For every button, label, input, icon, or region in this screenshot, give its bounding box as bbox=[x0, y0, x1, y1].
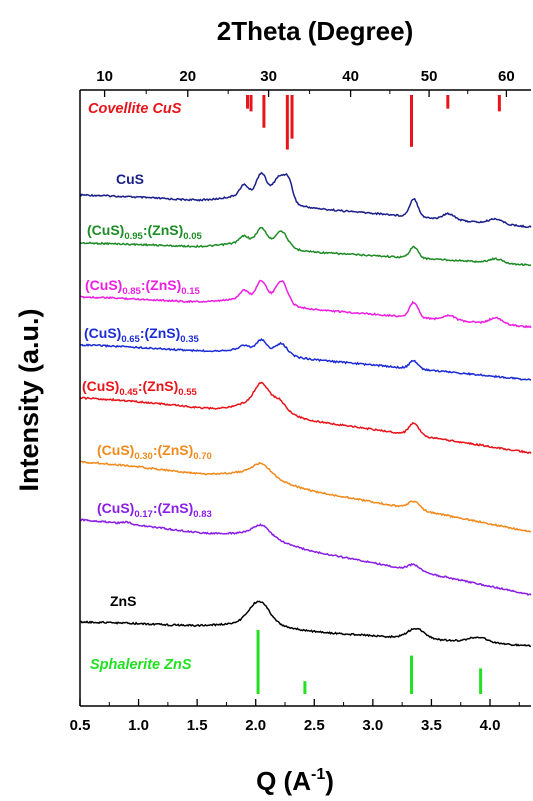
top-axis-title: 2Theta (Degree) bbox=[217, 16, 414, 46]
reference-sphalerite: Sphalerite ZnS bbox=[90, 630, 483, 694]
x-axis-title-sup: -1 bbox=[311, 766, 325, 783]
reference-covellite: Covellite CuS bbox=[88, 95, 501, 150]
series-label: ZnS bbox=[110, 593, 136, 609]
series-labels: CuS (CuS)0.95:(ZnS)0.05 (CuS)0.85:(ZnS)0.1… bbox=[82, 171, 212, 609]
series-curve bbox=[79, 226, 532, 267]
y-axis-title: Intensity (a.u.) bbox=[14, 308, 44, 491]
x-tick-label: 2.5 bbox=[304, 717, 325, 734]
x-axis-title-main: Q (A bbox=[256, 766, 311, 796]
series-curve bbox=[79, 171, 532, 229]
x-tick-label: 1.5 bbox=[187, 717, 208, 734]
top-tick-label: 60 bbox=[498, 68, 515, 85]
series-curve bbox=[79, 338, 531, 381]
series-label: (CuS)0.65:(ZnS)0.35 bbox=[84, 325, 199, 345]
series-label: (CuS)0.17:(ZnS)0.83 bbox=[97, 500, 212, 520]
series-curve bbox=[79, 518, 532, 597]
series-curve bbox=[80, 600, 532, 648]
top-tick-label: 50 bbox=[421, 68, 438, 85]
series-curve bbox=[79, 279, 532, 329]
x-axis-title-close: ) bbox=[325, 766, 334, 796]
reference-label: Covellite CuS bbox=[88, 101, 182, 117]
series-curve bbox=[79, 460, 532, 533]
x-tick-label: 0.5 bbox=[70, 717, 91, 734]
axes: 0.5 1.0 1.5 2.0 2.5 3.0 3.5 4.0 10 20 30 40 50 60 bbox=[70, 68, 531, 734]
x-tick-label: 3.5 bbox=[421, 717, 442, 734]
series-label: CuS bbox=[116, 171, 144, 187]
top-tick-label: 20 bbox=[179, 68, 196, 85]
top-tick-label: 10 bbox=[96, 68, 113, 85]
x-tick-label: 4.0 bbox=[480, 717, 501, 734]
series-curves bbox=[79, 171, 532, 648]
x-tick-label: 3.0 bbox=[362, 717, 383, 734]
top-tick-label: 40 bbox=[342, 68, 359, 85]
top-tick-label: 30 bbox=[260, 68, 277, 85]
series-label: (CuS)0.95:(ZnS)0.05 bbox=[87, 222, 202, 242]
series-label: (CuS)0.30:(ZnS)0.70 bbox=[97, 442, 212, 462]
series-label: (CuS)0.45:(ZnS)0.55 bbox=[82, 378, 197, 398]
series-label: (CuS)0.85:(ZnS)0.15 bbox=[85, 277, 200, 297]
reference-label: Sphalerite ZnS bbox=[90, 657, 192, 673]
x-axis-title: Q (A-1) bbox=[256, 766, 334, 796]
reference-patterns: Covellite CuS Sphalerite ZnS bbox=[88, 95, 501, 694]
series-curve bbox=[79, 381, 532, 455]
x-tick-label: 2.0 bbox=[245, 717, 266, 734]
x-tick-label: 1.0 bbox=[128, 717, 149, 734]
